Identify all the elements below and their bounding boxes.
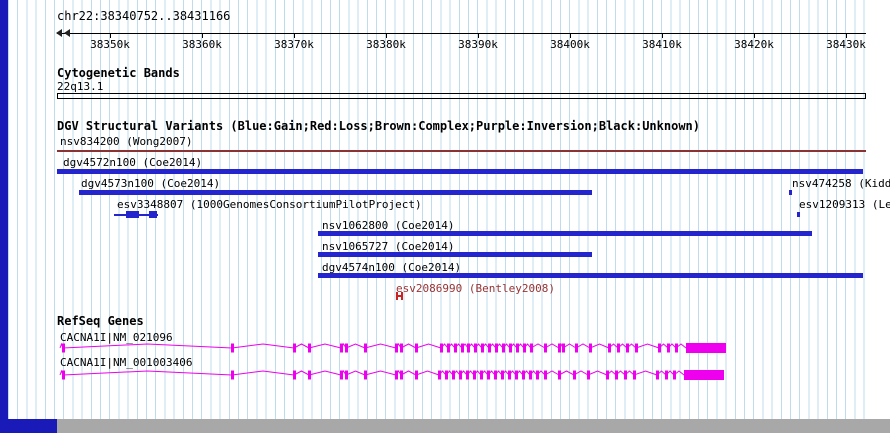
axis-tick-label: 38400k [550, 38, 590, 51]
axis-tick-label: 38380k [366, 38, 406, 51]
axis-tick-label: 38390k [458, 38, 498, 51]
cytoband-rect[interactable] [57, 93, 866, 99]
axis-tick-mark [570, 33, 571, 38]
axis-tick-mark [478, 33, 479, 38]
axis-left-arrows-icon[interactable] [56, 29, 70, 37]
axis-tick-label: 38360k [182, 38, 222, 51]
variant-label-dgv4572n100: dgv4572n100 (Coe2014) [63, 156, 203, 169]
variant-glyph-esv2086990[interactable] [396, 292, 403, 300]
variant-label-dgv4574n100: dgv4574n100 (Coe2014) [322, 261, 462, 274]
bottom-scrollbar-track[interactable] [57, 419, 890, 433]
variant-glyph-dgv4574n100[interactable] [318, 273, 863, 278]
variant-glyph-nsv474258[interactable] [789, 190, 792, 195]
gene-label-NM_021096: CACNA1I|NM_021096 [60, 331, 173, 344]
variant-label-nsv1065727: nsv1065727 (Coe2014) [322, 240, 455, 253]
left-arrow-icon [64, 29, 70, 37]
region-title: chr22:38340752..38431166 [57, 9, 231, 23]
gene-label-NM_001003406: CACNA1I|NM_001003406 [60, 356, 193, 369]
dgv-variants-heading: DGV Structural Variants (Blue:Gain;Red:L… [57, 119, 700, 133]
gene-model-NM_021096[interactable] [0, 341, 890, 355]
variant-label-nsv1062800: nsv1062800 (Coe2014) [322, 219, 455, 232]
axis-tick-mark [754, 33, 755, 38]
variant-exon-box-esv3348807[interactable] [149, 211, 157, 218]
variant-label-nsv474258: nsv474258 (Kidd2008) [792, 177, 890, 190]
variant-glyph-esv1209313[interactable] [797, 212, 800, 217]
cytoband-label: 22q13.1 [57, 80, 104, 93]
variant-glyph-dgv4573n100[interactable] [79, 190, 592, 195]
axis-tick-mark [662, 33, 663, 38]
variant-glyph-nsv1062800[interactable] [318, 231, 812, 236]
axis-tick-label: 38420k [734, 38, 774, 51]
axis-tick-mark [294, 33, 295, 38]
variant-label-esv3348807: esv3348807 (1000GenomesConsortiumPilotPr… [117, 198, 422, 211]
variant-glyph-dgv4572n100[interactable] [57, 169, 863, 174]
refseq-genes-heading: RefSeq Genes [57, 314, 144, 328]
variant-glyph-nsv1065727[interactable] [318, 252, 592, 257]
variant-label-esv1209313: esv1209313 (Levy2007) [799, 198, 890, 211]
axis-tick-mark [202, 33, 203, 38]
left-arrow-icon [56, 29, 62, 37]
axis-tick-mark [386, 33, 387, 38]
bottom-scrollbar-thumb[interactable] [0, 419, 57, 433]
left-border-bar [0, 0, 8, 433]
variant-label-nsv834200: nsv834200 (Wong2007) [60, 135, 193, 148]
axis-tick-label: 38350k [90, 38, 130, 51]
axis-tick-label: 38410k [642, 38, 682, 51]
variant-label-dgv4573n100: dgv4573n100 (Coe2014) [81, 177, 221, 190]
cytogenetic-bands-heading: Cytogenetic Bands [57, 66, 180, 80]
ruler-axis-line [57, 33, 866, 34]
axis-tick-label: 38370k [274, 38, 314, 51]
axis-tick-label: 38430k [826, 38, 866, 51]
gene-model-NM_001003406[interactable] [0, 368, 890, 382]
axis-tick-mark [110, 33, 111, 38]
h-cross-bar [396, 295, 403, 297]
axis-tick-mark [846, 33, 847, 38]
variant-glyph-nsv834200[interactable] [57, 150, 866, 152]
variant-label-esv2086990: esv2086990 (Bentley2008) [396, 282, 555, 295]
variant-exon-box-esv3348807[interactable] [126, 211, 139, 218]
